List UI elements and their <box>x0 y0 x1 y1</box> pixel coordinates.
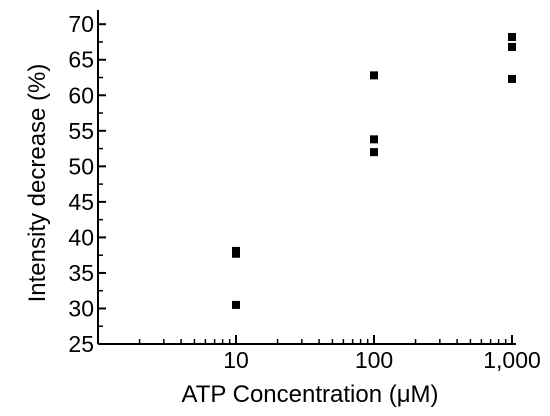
y-tick-label: 70 <box>68 11 94 37</box>
data-points <box>232 33 516 309</box>
y-tick-label: 25 <box>68 331 94 357</box>
data-point <box>370 148 378 157</box>
y-axis-label: Intensity decrease (%) <box>24 64 51 303</box>
data-point <box>232 300 240 309</box>
axes <box>97 10 516 345</box>
tick-labels: 25 30 35 40 45 50 55 60 65 70 10 100 1,000 <box>68 11 540 373</box>
y-tick-label: 35 <box>68 260 94 286</box>
data-point <box>508 42 516 51</box>
x-axis-label: ATP Concentration (μM) <box>181 381 438 408</box>
y-tick-label: 60 <box>68 82 94 108</box>
y-tick-label: 40 <box>68 224 94 250</box>
data-point <box>370 135 378 144</box>
ticks <box>98 23 513 345</box>
y-tick-label: 65 <box>68 47 94 73</box>
data-point <box>370 71 378 80</box>
data-point <box>508 33 516 42</box>
y-tick-label: 50 <box>68 153 94 179</box>
data-point <box>508 74 516 83</box>
y-tick-label: 30 <box>68 295 94 321</box>
y-tick-label: 55 <box>68 118 94 144</box>
x-tick-label: 100 <box>355 347 393 373</box>
data-point <box>232 249 240 258</box>
x-tick-label: 1,000 <box>483 347 541 373</box>
x-tick-label: 10 <box>223 347 249 373</box>
y-tick-label: 45 <box>68 189 94 215</box>
